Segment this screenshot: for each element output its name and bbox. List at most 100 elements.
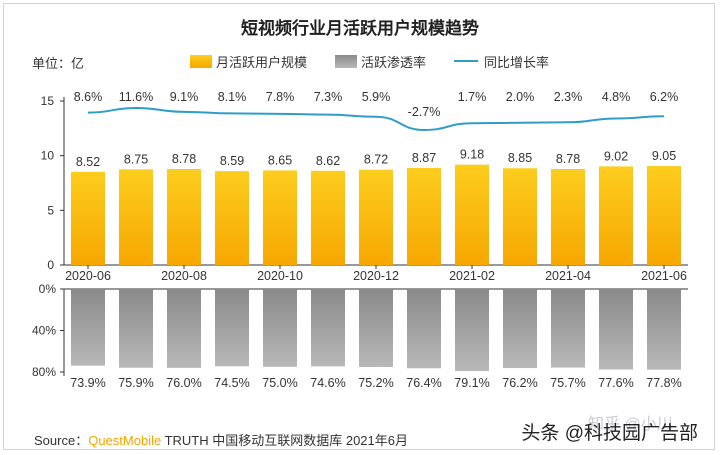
x-tick-label: 2020-08 (161, 269, 207, 283)
bar-mau (215, 171, 249, 265)
data-label-penetration: 79.1% (454, 376, 489, 390)
data-label-yoy: 7.8% (266, 90, 295, 104)
bar-penetration (263, 289, 297, 367)
data-label-mau: 8.65 (268, 153, 292, 167)
data-label-yoy: -2.7% (408, 105, 441, 119)
bar-penetration (455, 289, 489, 372)
data-label-penetration: 75.9% (118, 376, 153, 390)
bar-mau (359, 169, 393, 265)
data-label-yoy: 8.6% (74, 90, 103, 104)
data-label-mau: 8.72 (364, 153, 388, 167)
data-label-mau: 9.02 (604, 149, 628, 163)
data-label-penetration: 77.6% (598, 376, 633, 390)
bar-mau (647, 166, 681, 265)
x-tick-label: 2021-06 (641, 269, 687, 283)
y-tick-label-lower: 40% (32, 324, 56, 338)
x-tick-label: 2021-02 (449, 269, 495, 283)
bar-penetration (119, 289, 153, 368)
y-tick-label-upper: 10 (41, 149, 55, 163)
bar-penetration (503, 289, 537, 369)
bar-penetration (167, 289, 201, 368)
bar-penetration (551, 289, 585, 368)
bar-mau (503, 168, 537, 265)
bar-mau (599, 166, 633, 265)
data-label-penetration: 74.6% (310, 376, 345, 390)
bar-penetration (311, 289, 345, 367)
legend-swatch-mau (190, 54, 212, 68)
data-label-penetration: 76.0% (166, 376, 201, 390)
data-label-mau: 8.87 (412, 151, 436, 165)
data-label-mau: 8.78 (172, 152, 196, 166)
data-label-yoy: 7.3% (314, 90, 343, 104)
data-label-penetration: 76.2% (502, 376, 537, 390)
data-label-penetration: 76.4% (406, 376, 441, 390)
bar-penetration (71, 289, 105, 366)
x-tick-label: 2020-06 (65, 269, 111, 283)
bar-mau (551, 169, 585, 265)
source-brand: QuestMobile (88, 433, 162, 448)
bar-penetration (407, 289, 441, 369)
bar-penetration (647, 289, 681, 370)
legend-label-yoy: 同比增长率 (484, 54, 550, 70)
bar-mau (71, 171, 105, 265)
bar-penetration (359, 289, 393, 368)
data-label-mau: 8.62 (316, 154, 340, 168)
data-label-penetration: 73.9% (70, 376, 105, 390)
data-label-yoy: 6.2% (650, 90, 679, 104)
data-label-penetration: 77.8% (646, 376, 681, 390)
bar-mau (455, 164, 489, 265)
source-rest: TRUTH 中国移动互联网数据库 2021年6月 (161, 433, 408, 448)
bar-mau (407, 168, 441, 265)
data-label-mau: 8.78 (556, 152, 580, 166)
chart-frame (3, 3, 715, 450)
bar-mau (119, 169, 153, 265)
data-label-penetration: 75.0% (262, 376, 297, 390)
legend-label-penetration: 活跃渗透率 (361, 54, 427, 70)
watermark-faint: 知乎 @小川 (588, 416, 673, 433)
y-tick-label-upper: 5 (47, 203, 54, 217)
data-label-yoy: 5.9% (362, 90, 391, 104)
chart-title: 短视频行业月活跃用户规模趋势 (241, 19, 479, 38)
data-label-penetration: 74.5% (214, 376, 249, 390)
x-tick-label: 2020-12 (353, 269, 399, 283)
data-label-yoy: 4.8% (602, 90, 631, 104)
source-prefix: Source： (34, 433, 89, 448)
data-label-mau: 8.75 (124, 152, 148, 166)
bar-penetration (215, 289, 249, 367)
y-tick-label-upper: 0 (47, 258, 54, 272)
y-tick-label-lower: 0% (39, 282, 57, 296)
data-label-mau: 8.52 (76, 155, 100, 169)
line-yoy (87, 106, 665, 132)
data-label-mau: 8.59 (220, 154, 244, 168)
legend: 月活跃用户规模 活跃渗透率 同比增长率 (190, 52, 549, 70)
data-label-mau: 9.18 (460, 148, 484, 162)
data-label-yoy: 11.6% (119, 90, 154, 104)
data-label-yoy: 9.1% (170, 90, 199, 104)
y-tick-label-upper: 15 (41, 94, 55, 108)
source-note: Source：QuestMobile TRUTH 中国移动互联网数据库 2021… (34, 430, 408, 449)
bar-mau (311, 170, 345, 265)
legend-item-penetration: 活跃渗透率 (335, 52, 426, 70)
data-label-yoy: 2.0% (506, 90, 535, 104)
legend-swatch-penetration (335, 54, 358, 68)
legend-label-mau: 月活跃用户规模 (216, 54, 308, 70)
data-label-yoy: 2.3% (554, 90, 583, 104)
data-label-yoy: 1.7% (458, 90, 487, 104)
unit-label: 单位：亿 (32, 56, 85, 71)
legend-item-mau: 月活跃用户规模 (190, 52, 307, 70)
bar-penetration (599, 289, 633, 370)
y-tick-label-lower: 80% (32, 365, 56, 379)
legend-item-yoy: 同比增长率 (454, 52, 549, 70)
data-label-mau: 8.85 (508, 151, 532, 165)
legend-swatch-yoy (454, 60, 479, 62)
watermark: 头条 @科技园广告部 (521, 423, 698, 444)
bar-mau (167, 169, 201, 265)
data-label-yoy: 8.1% (218, 90, 247, 104)
data-label-penetration: 75.7% (550, 376, 585, 390)
x-tick-label: 2021-04 (545, 269, 591, 283)
data-label-penetration: 75.2% (358, 376, 393, 390)
x-tick-label: 2020-10 (257, 269, 303, 283)
bar-mau (263, 170, 297, 265)
data-label-mau: 9.05 (652, 149, 676, 163)
